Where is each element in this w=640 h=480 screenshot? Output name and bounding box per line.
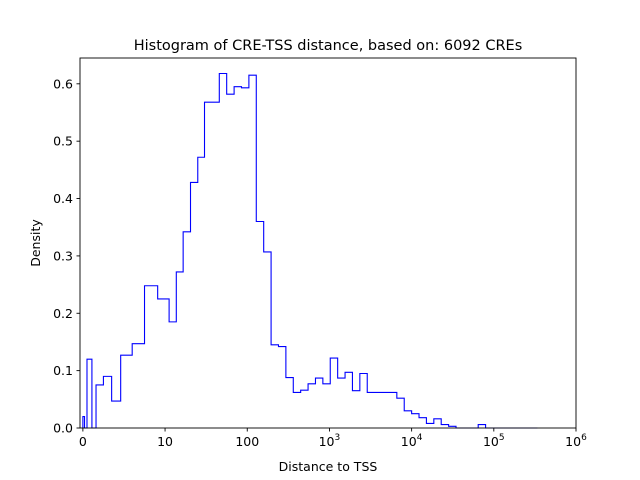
histogram-bin xyxy=(412,414,419,428)
histogram-bins xyxy=(83,73,486,428)
histogram-bin xyxy=(241,88,248,428)
histogram-bin xyxy=(198,157,205,428)
x-tick-label: 103 xyxy=(319,433,341,449)
histogram-bin xyxy=(176,272,183,428)
histogram-bin xyxy=(103,376,111,428)
histogram-bin xyxy=(389,392,396,428)
histogram-bin xyxy=(205,102,212,428)
x-tick-base: 10 xyxy=(401,434,417,449)
histogram-bin xyxy=(301,390,308,428)
x-tick-exponent: 3 xyxy=(335,433,341,443)
histogram-bin xyxy=(112,401,121,428)
y-tick-label: 0.3 xyxy=(53,248,73,263)
histogram-bin xyxy=(338,378,345,428)
plot-frame xyxy=(79,57,577,429)
histogram-bin xyxy=(121,355,133,428)
histogram-bin xyxy=(286,378,293,428)
histogram-bin xyxy=(352,391,359,428)
histogram-bin xyxy=(382,392,389,428)
y-axis-label: Density xyxy=(28,219,43,267)
x-axis-ticks: 0 10 100 103 104 105 106 xyxy=(79,428,587,449)
histogram-bin xyxy=(219,73,226,428)
histogram-bin xyxy=(264,252,271,428)
histogram-bin xyxy=(375,392,382,428)
histogram-bin xyxy=(345,372,352,428)
x-axis-label: Distance to TSS xyxy=(279,459,378,474)
x-tick-label: 10 xyxy=(157,434,173,449)
histogram-bin xyxy=(96,385,103,428)
x-tick-label: 0 xyxy=(79,434,87,449)
x-tick-base: 0 xyxy=(79,434,87,449)
y-tick-label: 0.4 xyxy=(53,191,73,206)
histogram-bin xyxy=(278,347,285,428)
histogram-bin xyxy=(256,221,263,428)
histogram-bin xyxy=(169,322,176,428)
y-tick-label: 0.5 xyxy=(53,134,73,149)
histogram-bin xyxy=(234,87,241,428)
x-tick-exponent: 6 xyxy=(581,433,587,443)
y-tick-label: 0.6 xyxy=(53,76,73,91)
chart-title: Histogram of CRE-TSS distance, based on:… xyxy=(134,38,523,54)
histogram-bin xyxy=(212,102,219,428)
histogram-bin xyxy=(434,419,441,428)
x-tick-base: 10 xyxy=(319,434,335,449)
x-tick-label: 106 xyxy=(565,433,587,449)
y-tick-label: 0.1 xyxy=(53,363,73,378)
x-tick-exponent: 4 xyxy=(417,433,423,443)
x-tick-exponent: 5 xyxy=(499,433,505,443)
histogram-bin xyxy=(449,426,456,428)
histogram-bin xyxy=(145,286,158,428)
histogram-bin xyxy=(183,232,190,428)
histogram-bin xyxy=(227,94,234,428)
x-tick-label: 104 xyxy=(401,433,423,449)
x-tick-base: 10 xyxy=(157,434,173,449)
histogram-bin xyxy=(87,359,92,428)
histogram-bin xyxy=(419,418,426,428)
histogram-bin xyxy=(478,425,485,428)
histogram-bin xyxy=(360,374,367,428)
histogram-bin xyxy=(158,299,169,428)
histogram-bin xyxy=(132,344,144,428)
y-tick-label: 0.2 xyxy=(53,306,73,321)
histogram-bin xyxy=(191,182,198,428)
x-tick-base: 10 xyxy=(565,434,581,449)
x-tick-base: 10 xyxy=(483,434,499,449)
histogram-bin xyxy=(426,423,433,428)
histogram-bin xyxy=(249,75,256,428)
histogram-bin xyxy=(397,398,404,428)
y-axis-ticks: 0.0 0.1 0.2 0.3 0.4 0.5 0.6 xyxy=(53,76,80,436)
histogram-bin xyxy=(441,425,448,428)
histogram-bin xyxy=(293,392,300,428)
y-tick-label: 0.0 xyxy=(53,421,73,436)
x-tick-label: 105 xyxy=(483,433,505,449)
histogram-bin xyxy=(367,392,374,428)
histogram-bin xyxy=(271,345,278,428)
histogram-bin xyxy=(323,384,330,428)
histogram-bin xyxy=(315,378,322,428)
histogram-step-line xyxy=(82,72,538,429)
histogram-bin xyxy=(83,417,85,428)
histogram-bin xyxy=(404,411,411,428)
histogram-bin xyxy=(308,384,315,428)
x-tick-label: 100 xyxy=(235,434,259,449)
histogram-bin xyxy=(330,358,337,428)
x-tick-base: 100 xyxy=(235,434,259,449)
